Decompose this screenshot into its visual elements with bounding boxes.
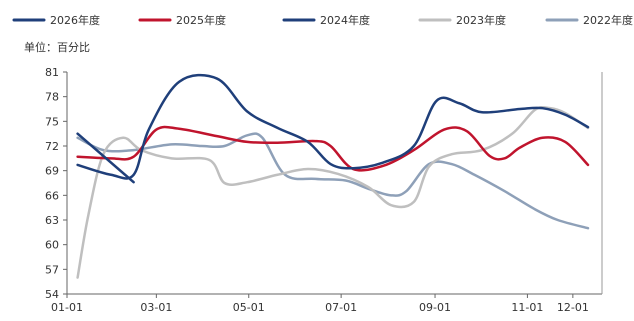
legend-label: 2026年度 (50, 13, 100, 27)
x-tick-label: 11-01 (511, 301, 543, 314)
y-tick-label: 81 (45, 66, 59, 79)
series-line (76, 73, 590, 180)
y-tick-label: 57 (45, 263, 59, 276)
legend-label: 2023年度 (456, 13, 506, 27)
x-tick-label: 12-01 (557, 301, 589, 314)
x-tick-label: 09-01 (419, 301, 451, 314)
x-tick-label: 07-01 (325, 301, 357, 314)
y-tick-label: 72 (45, 140, 59, 153)
series-line (76, 132, 135, 184)
y-tick-label: 69 (45, 165, 59, 178)
y-tick-label: 63 (45, 214, 59, 227)
x-tick-label: 03-01 (140, 301, 172, 314)
y-tick-label: 66 (45, 189, 59, 202)
legend: 2026年度 2025年度 2024年度 2023年度 2022年度 (12, 13, 633, 27)
x-tick-label: 05-01 (233, 301, 265, 314)
x-tick-label: 01-01 (51, 301, 83, 314)
y-tick-label: 54 (45, 288, 59, 301)
legend-label: 2024年度 (320, 13, 370, 27)
series-line (76, 132, 590, 230)
legend-label: 2025年度 (176, 13, 226, 27)
unit-label: 单位：百分比 (24, 40, 90, 54)
y-tick-label: 75 (45, 115, 59, 128)
y-tick-label: 60 (45, 239, 59, 252)
series-line (76, 105, 590, 279)
legend-label: 2022年度 (583, 13, 633, 27)
y-tick-label: 78 (45, 91, 59, 104)
